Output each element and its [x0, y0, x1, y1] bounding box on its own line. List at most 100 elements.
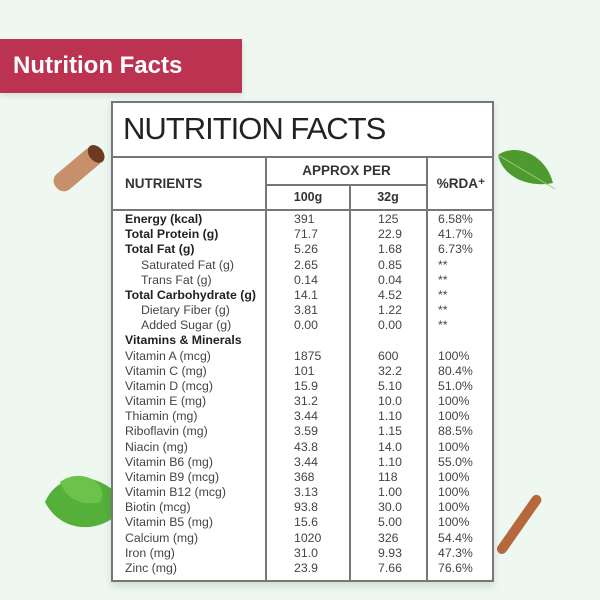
value-32g: 14.0 — [378, 439, 402, 454]
value-32g: 1.22 — [378, 303, 402, 318]
nutrient-name: Dietary Fiber (g) — [141, 303, 230, 318]
value-rda: ** — [438, 272, 448, 287]
value-32g: 10.0 — [378, 394, 402, 409]
value-100g: 101 — [294, 363, 315, 378]
nutrient-name: Added Sugar (g) — [141, 318, 232, 333]
table-row: Vitamin B9 (mcg) 368 118 100% — [113, 470, 493, 485]
value-100g: 15.9 — [294, 378, 318, 393]
nutrient-name: Vitamin E (mg) — [125, 394, 207, 409]
table-row: Vitamin E (mg) 31.2 10.0 100% — [113, 394, 493, 409]
mint-leaves-icon — [45, 475, 125, 528]
header-rda: %RDA⁺ — [436, 176, 486, 191]
value-32g: 30.0 — [378, 500, 402, 515]
table-row: Vitamins & Minerals — [113, 333, 493, 348]
value-rda: ** — [438, 318, 448, 333]
value-100g: 3.44 — [294, 409, 318, 424]
value-32g: 1.10 — [378, 409, 402, 424]
nutrient-name: Biotin (mcg) — [125, 500, 191, 515]
value-32g: 1.15 — [378, 424, 402, 439]
table-row: Total Protein (g) 71.7 22.9 41.7% — [113, 227, 493, 242]
header-32g: 32g — [377, 190, 399, 204]
value-rda: ** — [438, 257, 448, 272]
cinnamon-stick-icon-2 — [496, 494, 542, 555]
value-100g: 1020 — [294, 530, 322, 545]
table-row: Vitamin D (mcg) 15.9 5.10 51.0% — [113, 379, 493, 394]
header-nutrients: NUTRIENTS — [125, 176, 203, 191]
table-row: Vitamin B6 (mg) 3.44 1.10 55.0% — [113, 455, 493, 470]
table-row: Biotin (mcg) 93.8 30.0 100% — [113, 500, 493, 515]
leaf-icon — [497, 150, 556, 190]
value-32g: 118 — [378, 469, 398, 484]
table-row: Calcium (mg) 1020 326 54.4% — [113, 531, 493, 546]
value-100g: 3.59 — [294, 424, 318, 439]
nutrient-name: Vitamin B5 (mg) — [125, 515, 213, 530]
value-rda: 80.4% — [438, 363, 473, 378]
table-row: Vitamin A (mcg) 1875 600 100% — [113, 349, 493, 364]
nutrient-name: Vitamin C (mg) — [125, 363, 207, 378]
value-rda: 100% — [438, 515, 470, 530]
nutrient-name: Niacin (mg) — [125, 439, 188, 454]
value-rda: 6.58% — [438, 212, 473, 226]
nutrient-name: Riboflavin (mg) — [125, 424, 208, 439]
value-rda: 47.3% — [438, 545, 473, 560]
value-rda: ** — [438, 287, 448, 302]
cinnamon-stick-icon — [53, 145, 105, 192]
nutrient-name: Iron (mg) — [125, 545, 175, 560]
nutrient-name: Saturated Fat (g) — [141, 257, 234, 272]
nutrient-name: Total Protein (g) — [125, 227, 219, 242]
value-100g: 43.8 — [294, 439, 318, 454]
value-100g: 31.2 — [294, 394, 318, 409]
value-rda: 55.0% — [438, 454, 473, 469]
value-32g: 1.10 — [378, 454, 402, 469]
nutrient-name: Calcium (mg) — [125, 530, 199, 545]
table-row: Total Fat (g) 5.26 1.68 6.73% — [113, 242, 493, 257]
value-100g: 3.44 — [294, 454, 318, 469]
table-row: Total Carbohydrate (g) 14.1 4.52 ** — [113, 288, 493, 303]
value-100g: 2.65 — [294, 257, 318, 272]
table-row: Riboflavin (mg) 3.59 1.15 88.5% — [113, 424, 493, 439]
table-row: Niacin (mg) 43.8 14.0 100% — [113, 440, 493, 455]
table-row: Thiamin (mg) 3.44 1.10 100% — [113, 409, 493, 424]
nutrient-name: Total Carbohydrate (g) — [125, 287, 256, 302]
table-row: Vitamin B12 (mcg) 3.13 1.00 100% — [113, 485, 493, 500]
value-100g: 31.0 — [294, 545, 318, 560]
table-row: Energy (kcal) 391 125 6.58% — [113, 212, 493, 227]
value-100g: 23.9 — [294, 560, 318, 575]
header-100g: 100g — [293, 190, 323, 204]
value-100g: 391 — [294, 212, 315, 226]
nutrient-name: Total Fat (g) — [125, 242, 195, 257]
value-100g: 93.8 — [294, 500, 318, 515]
value-32g: 4.52 — [378, 287, 402, 302]
value-32g: 0.85 — [378, 257, 402, 272]
value-100g: 15.6 — [294, 515, 318, 530]
nutrient-name: Vitamin B9 (mcg) — [125, 469, 220, 484]
nutrient-name: Vitamin B12 (mcg) — [125, 485, 226, 500]
nutrient-name: Trans Fat (g) — [141, 272, 212, 287]
value-100g: 1875 — [294, 348, 322, 363]
table-row: Added Sugar (g) 0.00 0.00 ** — [113, 318, 493, 333]
value-32g: 600 — [378, 348, 399, 363]
table-title: NUTRITION FACTS — [123, 111, 386, 146]
table-row: Dietary Fiber (g) 3.81 1.22 ** — [113, 303, 493, 318]
value-rda: 76.6% — [438, 560, 473, 575]
value-100g: 0.14 — [294, 272, 318, 287]
value-rda: 100% — [438, 439, 470, 454]
value-100g: 0.00 — [294, 318, 318, 333]
value-32g: 1.68 — [378, 242, 402, 257]
value-rda: ** — [438, 303, 448, 318]
nutrient-name: Vitamin B6 (mg) — [125, 454, 213, 469]
value-100g: 3.13 — [294, 485, 318, 500]
value-rda: 88.5% — [438, 424, 473, 439]
value-32g: 32.2 — [378, 363, 402, 378]
table-row: Vitamin B5 (mg) 15.6 5.00 100% — [113, 515, 493, 530]
value-100g: 14.1 — [294, 287, 318, 302]
header-approx-per: APPROX PER — [302, 163, 391, 178]
value-32g: 22.9 — [378, 227, 402, 242]
value-32g: 7.66 — [378, 560, 402, 575]
table-row: Trans Fat (g) 0.14 0.04 ** — [113, 273, 493, 288]
nutrient-name: Vitamin D (mcg) — [125, 378, 213, 393]
value-rda: 54.4% — [438, 530, 473, 545]
table-row: Iron (mg) 31.0 9.93 47.3% — [113, 546, 493, 561]
value-rda: 41.7% — [438, 227, 473, 242]
value-100g: 5.26 — [294, 242, 318, 257]
